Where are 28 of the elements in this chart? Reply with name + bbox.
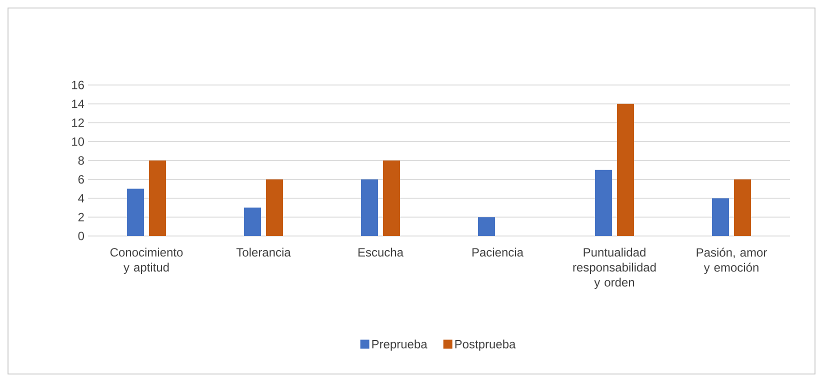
y-tick-label: 12 [72, 118, 84, 127]
x-tick-label: Puntualidad responsabilidad y orden [573, 248, 656, 289]
bar [712, 198, 729, 236]
y-tick-label: 10 [72, 137, 84, 146]
legend-label: Preprueba [372, 340, 428, 351]
y-tick-label: 2 [78, 212, 84, 222]
bar [266, 179, 284, 236]
bar [617, 104, 634, 236]
bar [149, 160, 166, 236]
bar [383, 160, 400, 236]
bar [595, 170, 612, 236]
bar [361, 179, 378, 236]
x-tick-label: Escucha [358, 248, 404, 257]
x-tick-label: Tolerancia [236, 248, 291, 257]
y-tick-label: 8 [78, 156, 84, 165]
bar [478, 217, 496, 236]
y-tick-label: 16 [72, 80, 84, 90]
y-tick-label: 4 [78, 194, 84, 202]
x-tick-label: Conocimiento y aptitud [110, 248, 183, 274]
y-tick-label: 6 [78, 175, 84, 184]
x-tick-label: Pasión, amor y emoción [696, 248, 767, 274]
bar [244, 208, 262, 236]
y-tick-label: 14 [72, 100, 84, 108]
y-tick-label: 0 [78, 232, 84, 240]
bar [734, 179, 751, 236]
bar [127, 188, 144, 236]
legend-label: Postprueba [455, 340, 516, 351]
x-tick-label: Paciencia [472, 248, 524, 257]
